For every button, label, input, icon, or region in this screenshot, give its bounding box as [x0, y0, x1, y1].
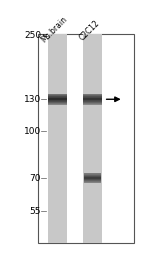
Bar — [84, 182, 101, 183]
Bar — [84, 181, 101, 182]
Text: C2C12: C2C12 — [78, 18, 101, 42]
Bar — [84, 174, 101, 175]
Text: 70: 70 — [30, 173, 41, 182]
Bar — [48, 34, 67, 243]
Bar — [48, 96, 67, 97]
Bar — [84, 178, 101, 179]
Bar — [83, 95, 102, 96]
Text: 130: 130 — [24, 95, 41, 104]
Bar — [48, 102, 67, 103]
Bar — [83, 104, 102, 105]
Bar — [84, 179, 101, 180]
Bar — [84, 180, 101, 181]
Bar — [48, 104, 67, 105]
Text: 100: 100 — [24, 126, 41, 135]
Bar — [83, 34, 102, 243]
Text: 250: 250 — [24, 31, 41, 40]
Bar — [83, 103, 102, 104]
Bar — [84, 175, 101, 176]
Bar — [48, 95, 67, 96]
Bar — [83, 101, 102, 102]
Bar — [48, 100, 67, 101]
Bar — [84, 177, 101, 178]
Bar — [83, 100, 102, 101]
Text: Ms.brain: Ms.brain — [39, 15, 69, 45]
Bar — [48, 99, 67, 100]
Bar — [48, 94, 67, 95]
Bar — [48, 103, 67, 104]
Bar — [83, 99, 102, 100]
Bar — [48, 101, 67, 102]
Bar — [83, 94, 102, 95]
Bar — [83, 102, 102, 103]
Bar — [83, 96, 102, 97]
Bar — [84, 173, 101, 174]
Bar — [83, 98, 102, 99]
Text: 55: 55 — [30, 207, 41, 216]
Bar — [48, 98, 67, 99]
Bar — [84, 176, 101, 177]
Bar — [83, 97, 102, 98]
Bar — [48, 97, 67, 98]
FancyBboxPatch shape — [38, 34, 134, 243]
